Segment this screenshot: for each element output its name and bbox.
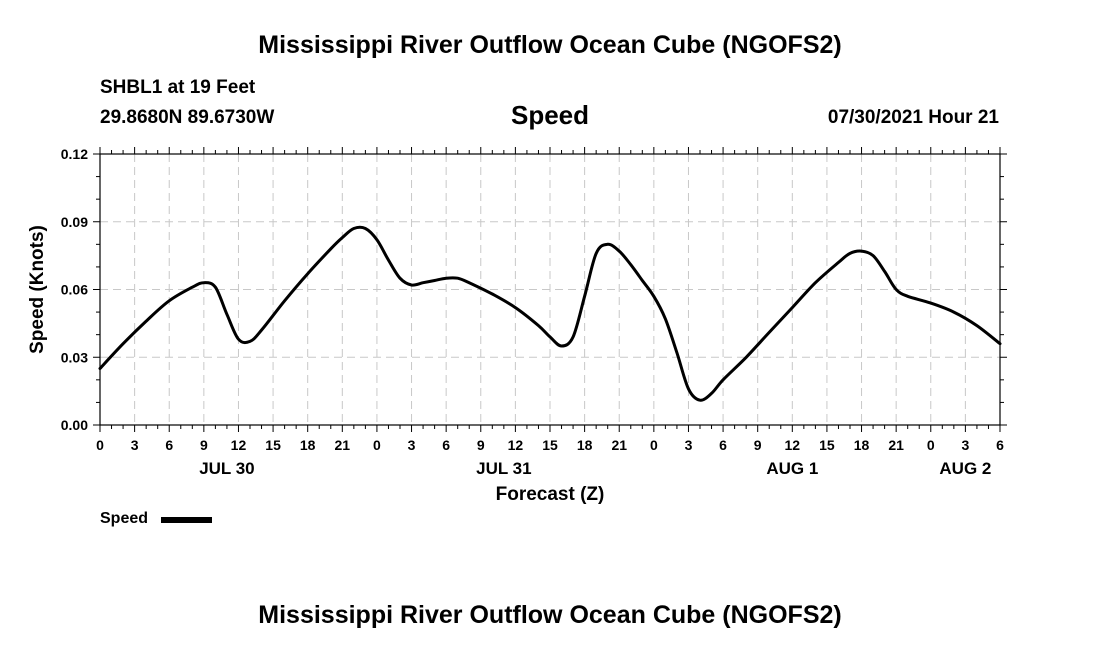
y-tick-label: 0.06 bbox=[61, 282, 88, 298]
chart-title-top: Mississippi River Outflow Ocean Cube (NG… bbox=[258, 31, 842, 59]
variable-title: Speed bbox=[510, 100, 590, 130]
x-axis-label: Forecast (Z) bbox=[496, 484, 605, 505]
y-tick-label: 0.12 bbox=[61, 146, 88, 162]
x-tick-label: 12 bbox=[231, 437, 247, 453]
x-tick-label: 3 bbox=[685, 437, 693, 453]
date-label: AUG 2 bbox=[939, 459, 991, 478]
x-tick-label: 18 bbox=[854, 437, 870, 453]
x-tick-label: 21 bbox=[888, 437, 904, 453]
x-tick-label: 21 bbox=[335, 437, 351, 453]
x-tick-label: 6 bbox=[996, 437, 1004, 453]
x-tick-label: 15 bbox=[542, 437, 558, 453]
forecast-datetime: 07/30/2021 Hour 21 bbox=[827, 107, 999, 128]
chart-title-bottom: Mississippi River Outflow Ocean Cube (NG… bbox=[258, 601, 842, 629]
x-tick-label: 18 bbox=[300, 437, 316, 453]
legend-swatch bbox=[161, 517, 212, 523]
x-tick-label: 15 bbox=[819, 437, 835, 453]
x-tick-label: 0 bbox=[650, 437, 658, 453]
y-tick-label: 0.09 bbox=[61, 214, 88, 230]
x-tick-label: 0 bbox=[927, 437, 935, 453]
date-label: JUL 31 bbox=[476, 459, 531, 478]
station-label: SHBL1 at 19 Feet bbox=[100, 77, 256, 98]
x-tick-label: 21 bbox=[611, 437, 627, 453]
x-tick-label: 12 bbox=[785, 437, 801, 453]
x-tick-label: 9 bbox=[200, 437, 208, 453]
date-label: AUG 1 bbox=[766, 459, 818, 478]
x-tick-label: 3 bbox=[961, 437, 969, 453]
y-tick-label: 0.03 bbox=[61, 349, 88, 365]
date-label: JUL 30 bbox=[199, 459, 254, 478]
x-tick-label: 0 bbox=[373, 437, 381, 453]
x-tick-label: 9 bbox=[477, 437, 485, 453]
x-tick-label: 3 bbox=[131, 437, 139, 453]
legend-label: Speed bbox=[100, 510, 149, 527]
x-tick-label: 15 bbox=[265, 437, 281, 453]
coordinates-label: 29.8680N 89.6730W bbox=[100, 107, 275, 128]
y-axis-label: Speed (Knots) bbox=[27, 225, 48, 354]
series-line-speed bbox=[98, 225, 1002, 402]
x-tick-label: 0 bbox=[96, 437, 104, 453]
x-tick-label: 6 bbox=[719, 437, 727, 453]
y-tick-label: 0.00 bbox=[61, 417, 88, 433]
x-tick-label: 12 bbox=[508, 437, 524, 453]
x-tick-label: 6 bbox=[442, 437, 450, 453]
x-tick-label: 3 bbox=[408, 437, 416, 453]
x-tick-label: 9 bbox=[754, 437, 762, 453]
x-tick-label: 18 bbox=[577, 437, 593, 453]
x-tick-label: 6 bbox=[165, 437, 173, 453]
